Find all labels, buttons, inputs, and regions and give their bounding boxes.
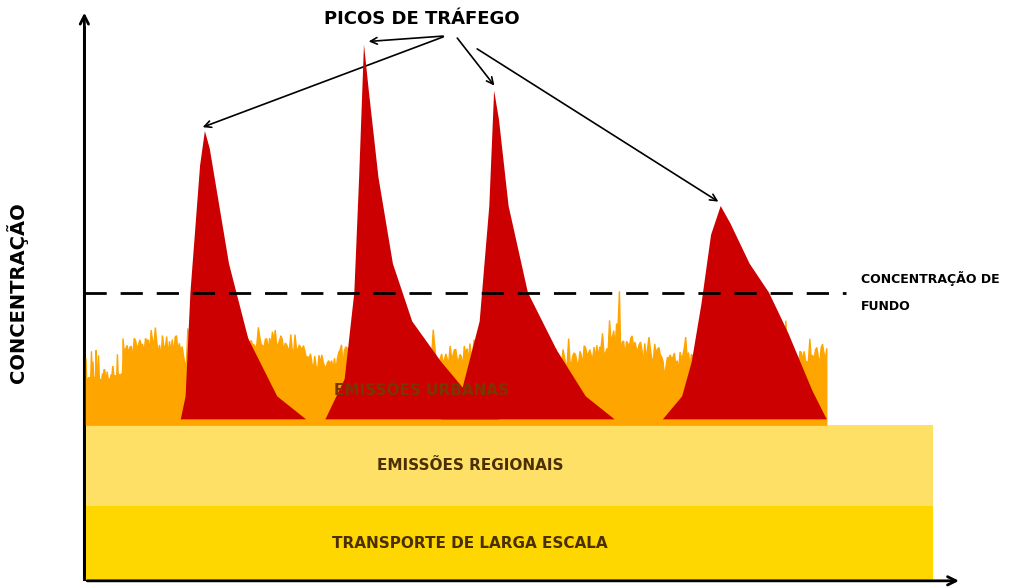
Polygon shape xyxy=(84,291,827,425)
Bar xyxy=(84,425,933,506)
Text: PICOS DE TRÁFEGO: PICOS DE TRÁFEGO xyxy=(324,9,520,28)
Text: CONCENTRAÇÃO DE: CONCENTRAÇÃO DE xyxy=(860,270,999,286)
Text: FUNDO: FUNDO xyxy=(860,300,910,313)
Polygon shape xyxy=(325,45,499,419)
Text: CONCENTRAÇÃO: CONCENTRAÇÃO xyxy=(6,202,28,383)
Text: TRANSPORTE DE LARGA ESCALA: TRANSPORTE DE LARGA ESCALA xyxy=(332,536,608,551)
Polygon shape xyxy=(663,206,827,419)
Text: EMISSÕES REGIONAIS: EMISSÕES REGIONAIS xyxy=(376,458,564,473)
Polygon shape xyxy=(441,91,615,419)
Polygon shape xyxy=(181,131,306,419)
Bar xyxy=(84,506,933,581)
Text: EMISSÕES URBANAS: EMISSÕES URBANAS xyxy=(335,383,509,398)
